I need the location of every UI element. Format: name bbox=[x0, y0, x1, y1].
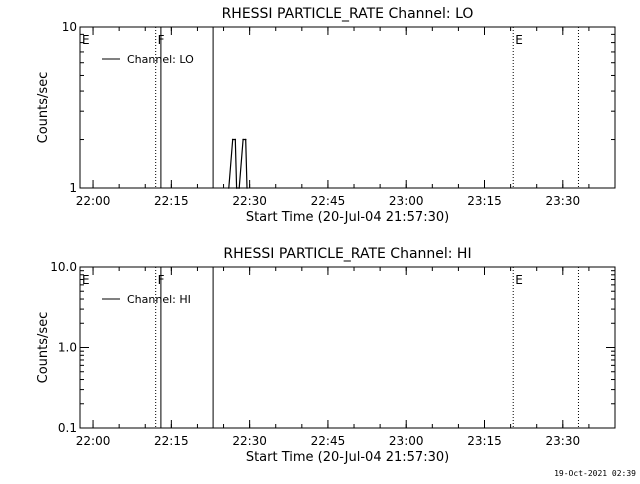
panel-2-annotation-label: E bbox=[515, 273, 523, 287]
panel-2-x-tick-label: 22:30 bbox=[232, 434, 267, 448]
panel-2-x-tick-label: 23:00 bbox=[389, 434, 424, 448]
panel-2-chart-title: RHESSI PARTICLE_RATE Channel: HI bbox=[223, 246, 471, 262]
panel-1-y-tick-label: 10 bbox=[62, 20, 77, 34]
panel-2-plot-frame bbox=[79, 266, 616, 429]
panel-1-x-tick-label: 22:15 bbox=[154, 194, 189, 208]
panel-1-x-axis-label: Start Time (20-Jul-04 21:57:30) bbox=[246, 210, 449, 225]
panel-1-annotation-label: E bbox=[82, 33, 90, 47]
panel-1-y-axis-label: Counts/sec bbox=[36, 72, 51, 144]
panel-1-data-point bbox=[227, 187, 230, 189]
panel-2-x-tick-label: 23:15 bbox=[467, 434, 502, 448]
panel-1-data-point bbox=[231, 138, 234, 141]
panel-1-legend-label: Channel: LO bbox=[127, 53, 194, 66]
panel-1-data-point bbox=[244, 138, 247, 141]
panel-1-annotation-label: E bbox=[515, 33, 523, 47]
panel-1-x-tick-label: 23:15 bbox=[467, 194, 502, 208]
footer-timestamp: 19-Oct-2021 02:39 bbox=[554, 469, 636, 478]
panel-1-data-point bbox=[242, 138, 244, 141]
panel-1-x-tick-label: 23:30 bbox=[546, 194, 581, 208]
panel-1-x-tick-label: 22:30 bbox=[232, 194, 267, 208]
panel-2-y-axis-label: Counts/sec bbox=[36, 312, 51, 384]
panel-2-legend-label: Channel: HI bbox=[127, 293, 191, 306]
panel-1-x-tick-label: 22:45 bbox=[311, 194, 346, 208]
panel-1-data-point bbox=[246, 187, 248, 189]
panel-2-x-tick-label: 22:15 bbox=[154, 434, 189, 448]
panel-2-annotation-label: E bbox=[82, 273, 90, 287]
panel-1-x-tick-label: 23:00 bbox=[389, 194, 424, 208]
panel-2-x-tick-label: 22:00 bbox=[76, 434, 111, 448]
panel-2-y-tick-label: 1.0 bbox=[58, 341, 77, 355]
panel-1-x-tick-label: 22:00 bbox=[76, 194, 111, 208]
panel-1-data-point bbox=[238, 187, 240, 189]
panel-2-x-tick-label: 23:30 bbox=[546, 434, 581, 448]
panel-2-y-tick-label: 0.1 bbox=[58, 421, 77, 435]
panel-1-series-line bbox=[228, 138, 248, 189]
panel-1-data-point bbox=[234, 138, 237, 141]
panel-1-y-tick-label: 1 bbox=[69, 181, 77, 195]
panel-1-plot-frame bbox=[79, 26, 616, 189]
panel-2-y-tick-label: 10.0 bbox=[50, 260, 77, 274]
panel-1-chart-title: RHESSI PARTICLE_RATE Channel: LO bbox=[222, 6, 474, 22]
panel-1-data-point bbox=[235, 187, 238, 189]
panel-2-x-axis-label: Start Time (20-Jul-04 21:57:30) bbox=[246, 450, 449, 465]
panel-2-x-tick-label: 22:45 bbox=[311, 434, 346, 448]
